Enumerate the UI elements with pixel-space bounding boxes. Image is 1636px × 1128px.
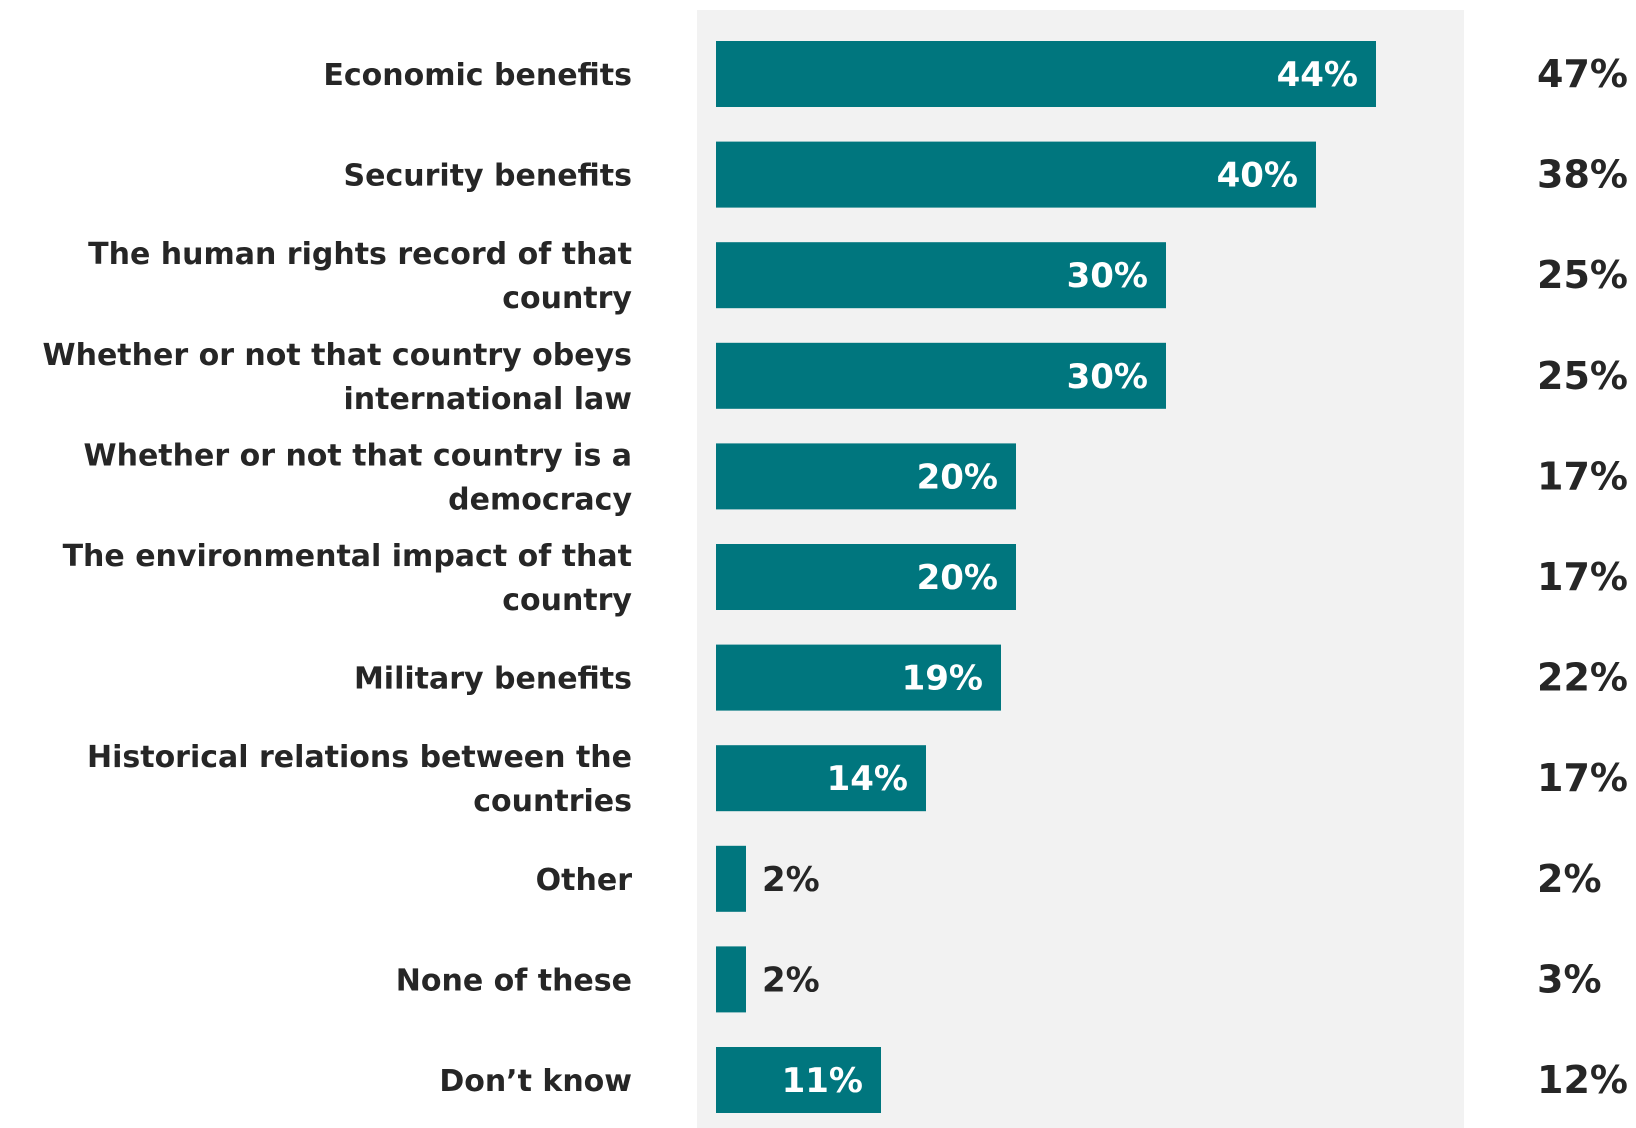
bar-value-label: 40%: [1217, 156, 1298, 196]
bar-value-labels: 44% 40% 30% 30% 20% 20% 19% 14% 2% 2% 11%: [762, 55, 1358, 1101]
bar: [716, 443, 1016, 510]
bar: [716, 141, 1316, 208]
comparison-value: 2%: [1537, 857, 1602, 901]
bar-value-label: 2%: [762, 860, 820, 900]
category-label: Other: [536, 863, 633, 898]
comparison-value: 17%: [1537, 555, 1628, 599]
category-label: Whether or not that country obeys interna…: [43, 338, 633, 417]
category-label: Security benefits: [344, 159, 632, 194]
bar-value-label: 14%: [827, 759, 908, 799]
bar: [716, 1047, 881, 1113]
category-label: Economic benefits: [323, 58, 632, 93]
bar-value-label: 20%: [917, 457, 998, 497]
comparison-values: 47% 38% 25% 25% 17% 17% 22% 17% 2% 3% 12%: [1537, 52, 1628, 1102]
bar-value-label: 2%: [762, 960, 820, 1000]
bar-value-label: 30%: [1067, 256, 1148, 296]
category-label: Military benefits: [354, 662, 632, 697]
comparison-value: 25%: [1537, 253, 1628, 297]
category-label: Don’t know: [439, 1064, 632, 1099]
bar: [716, 845, 746, 912]
category-label: Historical relations between the countrie…: [87, 740, 632, 819]
category-label: The environmental impact of that country: [63, 539, 633, 618]
bar-value-label: 20%: [917, 558, 998, 598]
bar: [716, 745, 926, 812]
comparison-value: 25%: [1537, 354, 1628, 398]
bar-value-label: 19%: [902, 659, 983, 699]
comparison-value: 17%: [1537, 454, 1628, 498]
category-labels: Economic benefits Security benefits The hu…: [43, 58, 633, 1099]
bar: [716, 242, 1166, 309]
comparison-value: 3%: [1537, 957, 1602, 1001]
bar-value-label: 44%: [1277, 55, 1358, 95]
category-label: None of these: [396, 963, 632, 998]
bar: [716, 544, 1016, 610]
bars: [716, 41, 1376, 1113]
bar: [716, 644, 1001, 711]
bar-value-label: 30%: [1067, 357, 1148, 397]
bar: [716, 41, 1376, 107]
comparison-value: 12%: [1537, 1058, 1628, 1102]
comparison-value: 38%: [1537, 153, 1628, 197]
category-label: The human rights record of that country: [88, 237, 632, 316]
comparison-value: 22%: [1537, 656, 1628, 700]
comparison-value: 17%: [1537, 756, 1628, 800]
bar: [716, 946, 746, 1013]
comparison-value: 47%: [1537, 52, 1628, 96]
bar: [716, 342, 1166, 409]
bar-value-label: 11%: [782, 1061, 863, 1101]
category-label: Whether or not that country is a democrac…: [84, 438, 633, 517]
